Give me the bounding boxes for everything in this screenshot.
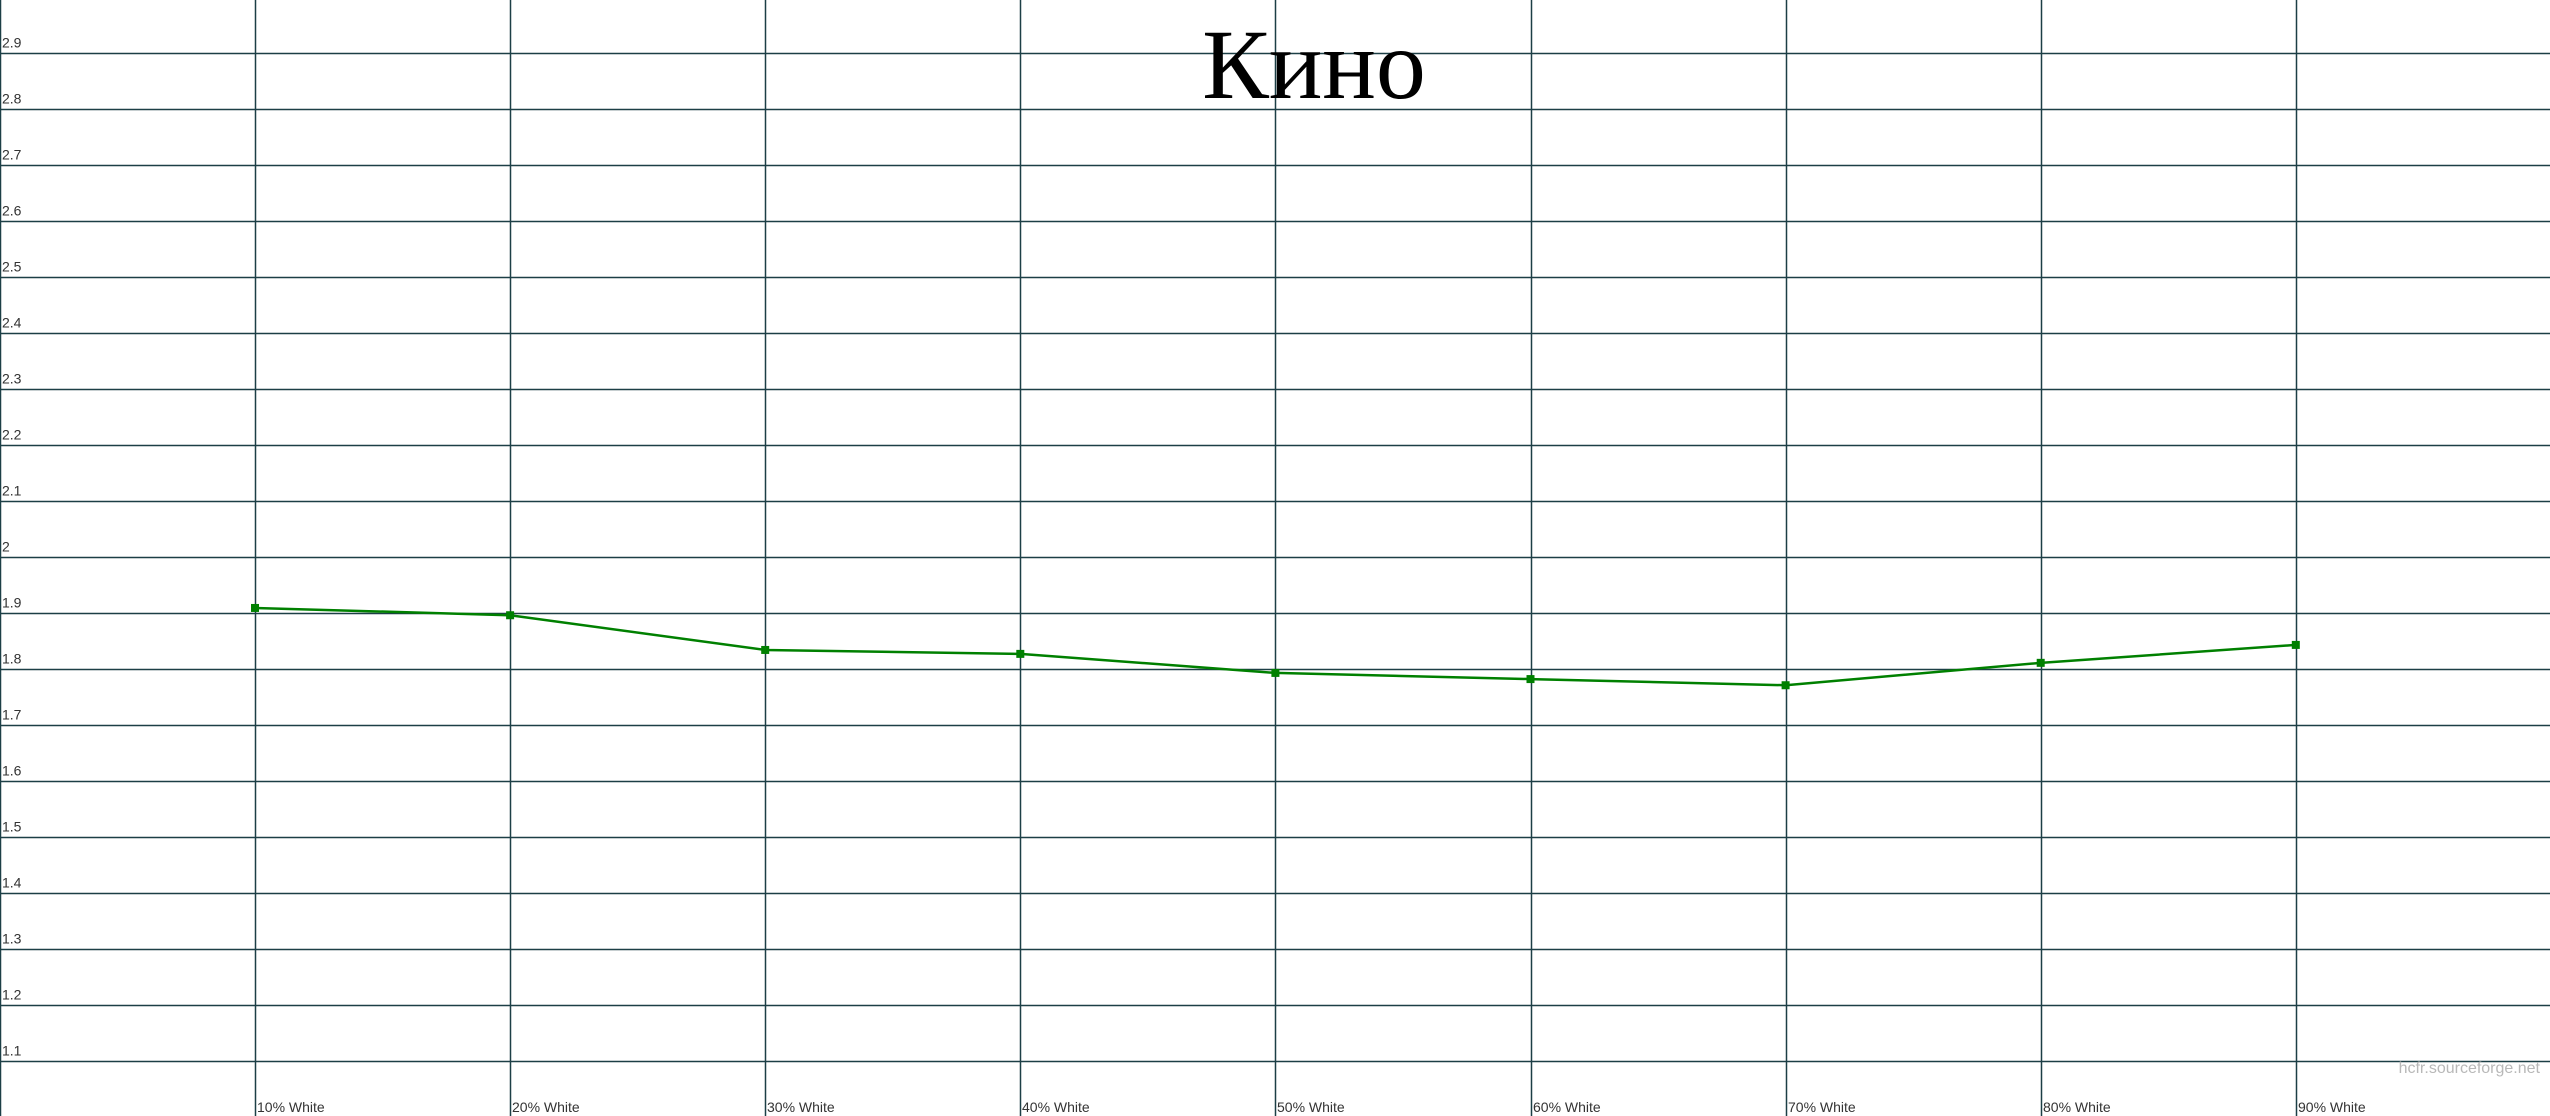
y-tick-label: 2.1 xyxy=(2,483,22,499)
chart-title: Кино xyxy=(1202,9,1426,120)
y-tick-label: 2.2 xyxy=(2,427,22,443)
y-tick-label: 1.7 xyxy=(2,707,22,723)
data-point xyxy=(1526,675,1535,684)
y-tick-label: 1.5 xyxy=(2,819,22,835)
watermark: hcfr.sourceforge.net xyxy=(2399,1060,2541,1077)
y-tick-label: 1.4 xyxy=(2,875,22,891)
y-tick-label: 1.2 xyxy=(2,987,22,1003)
data-point xyxy=(1271,668,1280,677)
y-tick-label: 1.8 xyxy=(2,651,22,667)
x-tick-label: 40% White xyxy=(1022,1099,1090,1115)
x-tick-label: 80% White xyxy=(2043,1099,2111,1115)
data-point xyxy=(1016,649,1025,658)
y-tick-label: 2.3 xyxy=(2,371,22,387)
y-tick-label: 2.6 xyxy=(2,203,22,219)
x-axis-ticks: 10% White 20% White 30% White 40% White 50% … xyxy=(257,1099,2366,1115)
y-tick-label: 1.6 xyxy=(2,763,22,779)
x-tick-label: 50% White xyxy=(1277,1099,1345,1115)
data-point xyxy=(506,611,515,620)
y-tick-label: 2.8 xyxy=(2,91,22,107)
x-tick-label: 90% White xyxy=(2298,1099,2366,1115)
x-tick-label: 70% White xyxy=(1788,1099,1856,1115)
y-axis-ticks: 1.1 1.2 1.3 1.4 1.5 1.6 1.7 1.8 1.9 2 2.1 2.2 2.3 2.4… xyxy=(2,35,22,1059)
x-tick-label: 10% White xyxy=(257,1099,325,1115)
y-tick-label: 1.3 xyxy=(2,931,22,947)
y-tick-label: 2.5 xyxy=(2,259,22,275)
data-point xyxy=(761,645,770,654)
x-tick-label: 30% White xyxy=(767,1099,835,1115)
y-tick-label: 1.1 xyxy=(2,1043,22,1059)
series-line xyxy=(251,603,2300,690)
y-tick-label: 2.7 xyxy=(2,147,22,163)
data-point xyxy=(1781,681,1790,690)
x-tick-label: 60% White xyxy=(1533,1099,1601,1115)
data-point xyxy=(2036,658,2045,667)
data-point xyxy=(2291,640,2300,649)
y-tick-label: 2.9 xyxy=(2,35,22,51)
x-tick-label: 20% White xyxy=(512,1099,580,1115)
y-tick-label: 2 xyxy=(2,539,10,555)
y-tick-label: 1.9 xyxy=(2,595,22,611)
y-tick-label: 2.4 xyxy=(2,315,22,331)
data-point xyxy=(251,603,259,612)
